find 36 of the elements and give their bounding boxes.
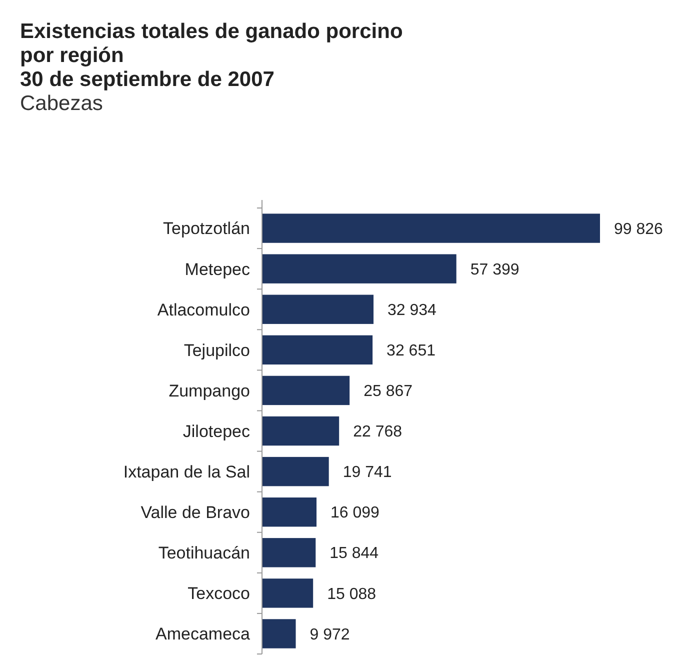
bar (262, 294, 374, 324)
data-label: 9 972 (310, 626, 350, 644)
chart-title: Existencias totales de ganado porcino por región (20, 20, 403, 67)
data-label: 15 844 (330, 545, 379, 562)
bar (262, 376, 350, 406)
bar (262, 214, 600, 243)
bar (262, 416, 340, 446)
y-tick-label: Metepec (184, 260, 250, 279)
data-label: 32 651 (386, 342, 436, 360)
data-label: 22 768 (353, 424, 402, 441)
y-tick-label: Jilotepec (182, 422, 250, 441)
chart-subtitle: 30 de septiembre de 2007 (20, 68, 274, 91)
data-label: 16 099 (330, 504, 380, 522)
bar (262, 335, 373, 365)
data-label: 15 088 (327, 586, 376, 603)
y-tick-label: Tepotzotlán (163, 219, 250, 238)
bar (262, 497, 317, 527)
data-label: 32 934 (388, 302, 437, 319)
y-tick-label: Atlacomulco (157, 300, 250, 320)
y-tick-label: Tejupilco (184, 340, 250, 360)
text: Cabezas (20, 92, 103, 115)
y-tick-label: Amecameca (156, 624, 251, 644)
y-tick-label: Texcoco (188, 584, 250, 604)
data-label: 25 867 (364, 383, 413, 400)
bar (262, 619, 296, 648)
bar (262, 254, 456, 284)
bar (262, 538, 316, 568)
y-tick-label: Teotihuacán (158, 544, 250, 563)
y-tick-label: Zumpango (168, 381, 250, 400)
data-label: 19 741 (342, 464, 392, 482)
y-tick-label: Valle de Bravo (140, 503, 250, 522)
bar (262, 578, 314, 608)
y-tick-label: Ixtapan de la Sal (123, 462, 250, 482)
data-label: 99 826 (614, 220, 664, 238)
data-label: 57 399 (470, 261, 520, 278)
bar (262, 456, 329, 486)
